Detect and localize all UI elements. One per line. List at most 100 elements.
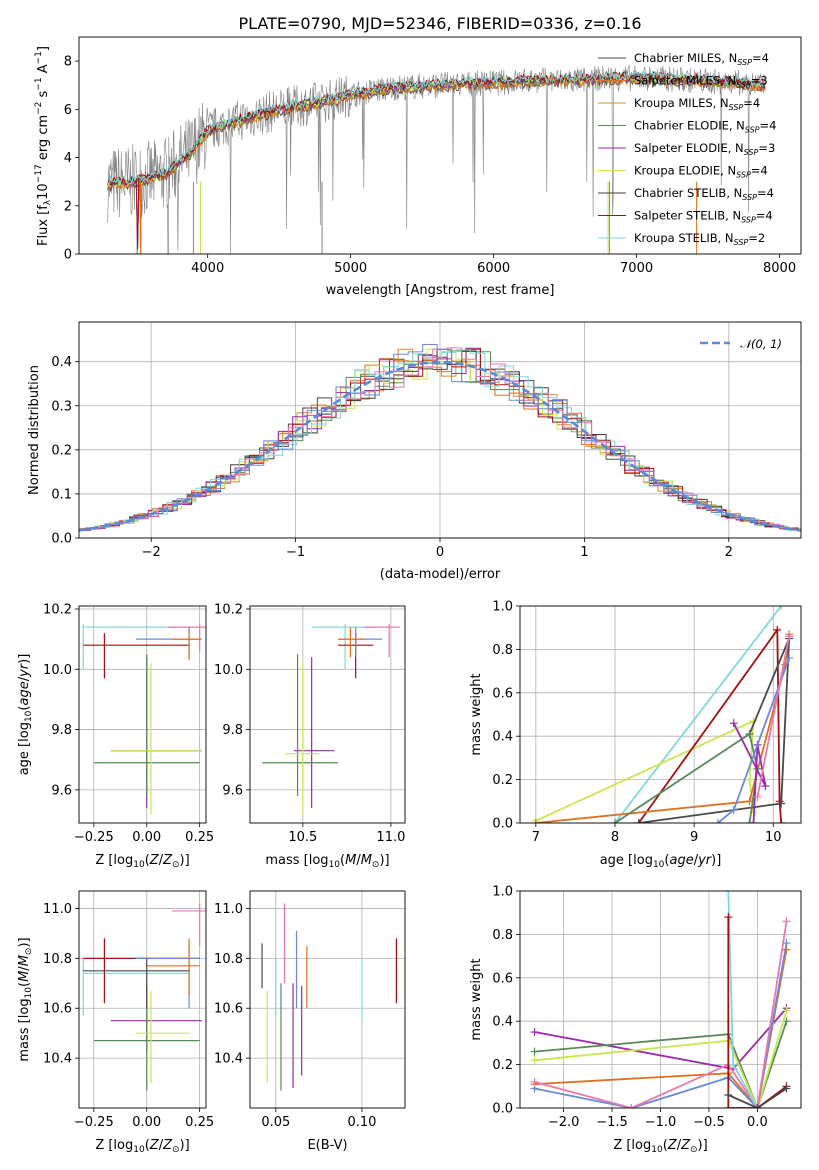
x-axis-label: Z [log10(Z/Z⊙)] [95,1138,189,1155]
x-axis-label: Z [log10(Z/Z⊙)] [95,853,189,870]
x-tick-label: −0.25 [74,1115,114,1130]
panel-weight_vs_Z: −2.0 −1.5 −1.0 −0.5 0.0 0.0 0.2 0.4 0.6 0.8 1.0 Z [… [469,885,802,1155]
y-tick-label: 6 [64,103,72,118]
histogram-series-2 [80,348,801,531]
histogram-series-8 [80,349,801,531]
errorbar-point-2 [285,663,321,814]
legend-label: Salpeter STELIB, NSSP=4 [634,209,773,225]
x-tick-label: −0.25 [74,830,114,845]
weight-marker [753,1104,762,1108]
y-tick-label: 0.3 [51,399,72,414]
errorbar-point-3 [82,624,179,670]
weight-series-8 [727,1087,788,1108]
normal-curve [79,360,801,532]
x-tick-label: 8000 [763,261,796,276]
spectrum-legend: Chabrier MILES, NSSP=4 Salpeter MILES, NS… [598,51,776,247]
x-tick-label: 6000 [477,261,510,276]
x-tick-label: 2 [725,545,733,560]
figure-title: PLATE=0790, MJD=52346, FIBERID=0336, z=0… [238,14,641,33]
y-tick-label: 0 [64,248,72,263]
legend-label: Chabrier STELIB, NSSP=4 [634,186,774,202]
x-tick-label: 7 [532,830,540,845]
legend-label: Salpeter MILES, NSSP=3 [634,74,768,90]
y-tick-label: 9.8 [222,723,243,738]
weight-marker [724,913,733,922]
weight-marker [729,1060,738,1069]
errorbar-point-0 [110,657,202,808]
x-tick-label: 0.25 [185,830,214,845]
legend-label: Salpeter ELODIE, NSSP=3 [634,141,775,157]
errorbar-point-6 [167,624,206,652]
y-tick-label: 0.0 [51,532,72,547]
y-tick-label: 9.6 [222,783,243,798]
x-tick-label: −2 [142,545,161,560]
axes-frame [78,890,207,1109]
weight-marker [773,625,782,634]
weight-series-2 [534,1010,788,1108]
y-tick-label: 0.6 [492,686,513,701]
model-spectrum-8 [107,70,766,187]
y-tick-label: 2 [64,199,72,214]
y-tick-label: 11.0 [214,902,243,917]
legend-label: Kroupa MILES, NSSP=4 [634,96,760,112]
legend-label: Kroupa ELODIE, NSSP=4 [634,164,768,180]
weight-marker [749,819,758,823]
y-tick-label: 0.2 [492,1058,513,1073]
x-axis-label: mass [log10(M/M⊙)] [265,853,389,870]
weight-series-5 [614,732,759,823]
weight-marker [729,719,738,728]
y-axis-label: mass weight [469,958,484,1040]
y-tick-label: 0.2 [51,443,72,458]
x-tick-label: 0.0 [747,1115,768,1130]
weight-marker [785,654,794,663]
weight-marker [753,792,762,801]
weight-marker [531,819,540,823]
x-tick-label: −1.0 [645,1115,677,1130]
errorbar-point-7 [146,938,200,996]
x-axis-label: wavelength [Angstrom, rest frame] [326,283,555,298]
weight-marker [530,1028,539,1037]
weight-marker [782,1084,791,1093]
x-tick-label: 0.00 [132,1115,161,1130]
y-tick-label: 10.0 [43,663,72,678]
y-tick-label: 8 [64,55,72,70]
y-tick-label: 10.8 [214,952,243,967]
weight-series-7 [727,917,788,1108]
x-tick-label: 1 [580,545,588,560]
weight-marker [713,819,722,823]
weight-marker [745,730,754,739]
weight-marker [745,819,754,823]
weight-marker [724,1090,733,1099]
errorbar-point-3 [82,958,190,1016]
plot-area [531,606,794,823]
x-tick-label: 8 [611,830,619,845]
y-tick-label: 9.6 [51,783,72,798]
x-tick-label: −0.5 [693,1115,725,1130]
figure-panels: 4000 5000 6000 7000 8000 0 2 4 6 8 Chabrier MILES,… [17,36,802,1155]
weight-series-0 [614,606,782,823]
panel-mass_vs_Z: −0.25 0.00 0.25 10.4 10.6 10.8 11.0 Z [log10(Z/… [17,890,214,1155]
panel-weight_vs_age: 7 8 9 10 0.0 0.2 0.4 0.6 0.8 1.0 age [log10(age/yr… [469,600,802,870]
y-tick-label: 4 [64,151,72,166]
x-tick-label: 7000 [620,261,653,276]
weight-marker [729,805,738,814]
errorbar-point-6 [172,903,206,946]
y-tick-label: 9.8 [51,723,72,738]
weight-marker [777,606,786,610]
x-tick-label: −1 [286,545,305,560]
x-tick-label: −1.5 [596,1115,628,1130]
panel-residuals: −2 −1 0 1 2 0.0 0.1 0.2 0.3 0.4 𝒩(0, 1) (data-model… [27,321,802,582]
x-axis-label: Z [log10(Z/Z⊙)] [613,1138,707,1155]
legend-label: Kroupa STELIB, NSSP=2 [634,231,765,247]
weight-marker [724,891,733,895]
panel-age_vs_Z: −0.25 0.00 0.25 9.6 9.8 10.0 10.2 Z [log10(Z/Z⊙… [17,603,214,870]
x-tick-label: −2.0 [548,1115,580,1130]
plot-area [261,903,397,1091]
x-tick-label: 10.5 [288,830,317,845]
errorbar-point-6 [364,624,400,658]
plot-area [82,903,206,1091]
weight-marker [627,1104,636,1108]
y-tick-label: 0.0 [492,1102,513,1117]
weight-series-6 [732,722,767,823]
